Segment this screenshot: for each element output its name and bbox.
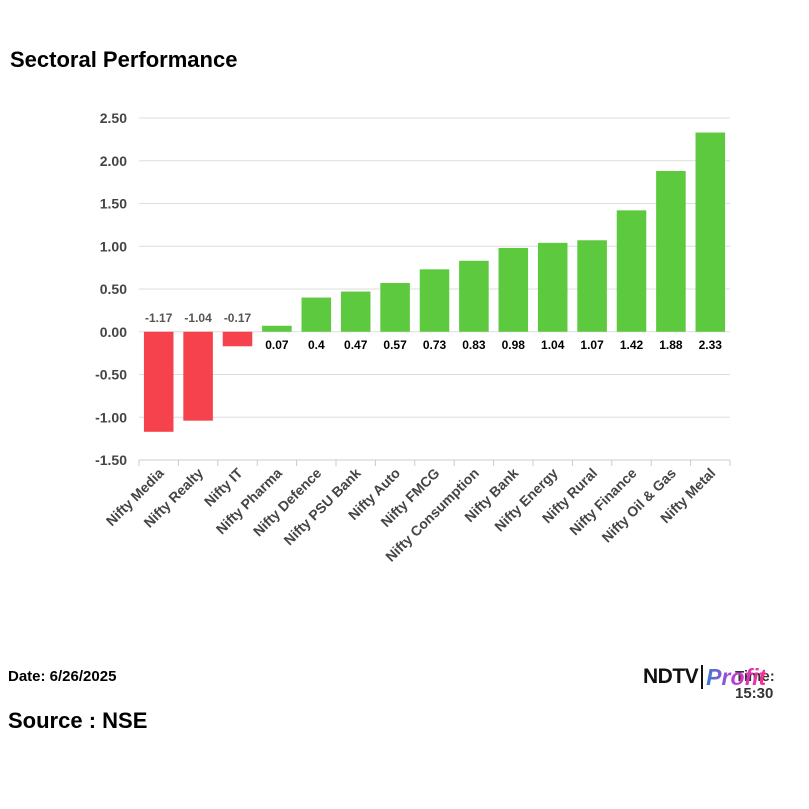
bar: [419, 269, 450, 332]
data-label: 0.73: [423, 338, 447, 352]
logo-ndtv-text: NDTV: [643, 665, 699, 688]
y-tick-label: 2.00: [100, 153, 127, 169]
bar: [380, 283, 410, 332]
bar-chart: 2.50 2.00 1.50 1.00 0.50 0.00 -0.50 -1.00 -1.50 -…: [95, 110, 731, 565]
y-tick-label: 1.50: [100, 196, 127, 212]
data-label: 1.88: [659, 338, 683, 352]
logo-separator: [701, 665, 704, 689]
y-tick-label: 0.50: [100, 281, 127, 297]
ndtv-profit-logo: NDTV Profit: [643, 662, 766, 692]
time-label: Time: 15:30: [735, 668, 775, 702]
data-label: 0.07: [265, 338, 289, 352]
bar: [537, 242, 568, 332]
bar: [222, 331, 253, 347]
data-label: -1.17: [145, 311, 173, 325]
y-tick-label: 2.50: [100, 110, 127, 126]
data-label: 0.98: [502, 338, 526, 352]
data-label: 1.04: [541, 338, 565, 352]
y-tick-label: 1.00: [100, 238, 127, 254]
data-label: 0.47: [344, 338, 368, 352]
source-label: Source : NSE: [8, 708, 148, 733]
y-tick-label: 0.00: [100, 324, 127, 340]
data-label: 1.42: [620, 338, 644, 352]
bar: [262, 325, 292, 332]
bar: [498, 247, 529, 332]
data-label: 0.57: [383, 338, 407, 352]
data-label: 0.83: [462, 338, 486, 352]
y-tick-label: -1.50: [95, 452, 127, 468]
bar: [459, 260, 489, 332]
chart-title: Sectoral Performance: [10, 47, 238, 72]
bar: [183, 331, 213, 421]
data-label: -1.04: [184, 311, 212, 325]
bar: [695, 132, 726, 332]
data-label: 1.07: [580, 338, 604, 352]
bar: [577, 240, 607, 332]
bar: [340, 291, 371, 332]
y-tick-label: -0.50: [95, 367, 127, 383]
bar: [301, 297, 332, 332]
data-label: -0.17: [224, 311, 252, 325]
bar: [616, 210, 647, 332]
data-label: 0.4: [308, 338, 325, 352]
y-tick-label: -1.00: [95, 409, 127, 425]
date-label: Date: 6/26/2025: [8, 668, 117, 685]
x-tick-label: Nifty Defence: [250, 465, 325, 540]
logo-profit-text: Profit: [706, 663, 767, 690]
bar: [143, 331, 174, 432]
data-label: 2.33: [699, 338, 723, 352]
bar: [656, 171, 686, 332]
